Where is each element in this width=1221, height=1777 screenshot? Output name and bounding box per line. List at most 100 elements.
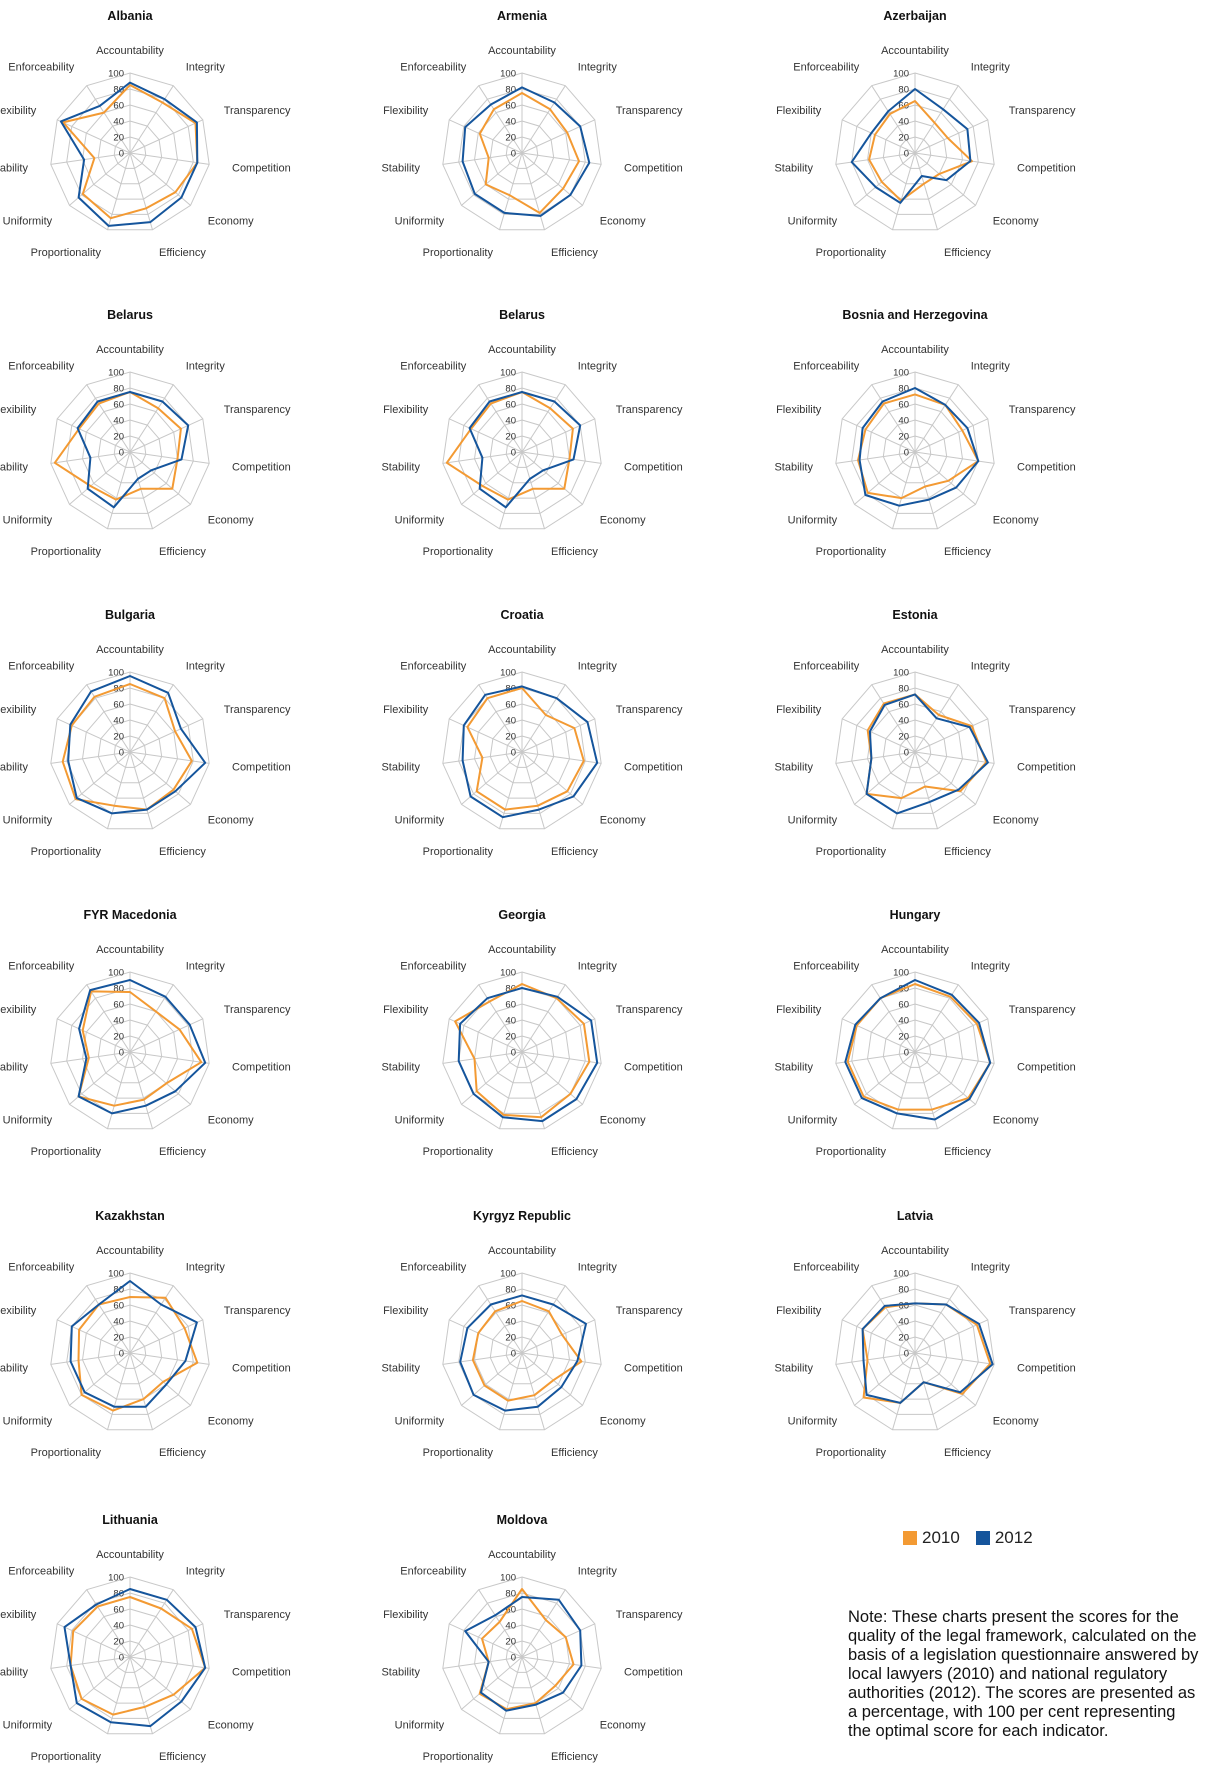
chart-title: Latvia: [897, 1209, 934, 1223]
grid-ring: [835, 371, 995, 530]
axis-label: Enforceability: [8, 61, 75, 73]
grid-spoke: [129, 451, 153, 529]
grid-spoke: [129, 384, 174, 453]
grid-spoke: [521, 418, 596, 453]
legend-item-2012: 2012: [975, 1528, 1033, 1548]
axis-label: Competition: [624, 462, 683, 474]
grid-spoke: [841, 1319, 916, 1354]
grid-ring: [81, 1608, 179, 1704]
series-line-2012: [850, 88, 972, 204]
grid-spoke: [521, 451, 545, 529]
grid-ring: [835, 971, 995, 1130]
grid-spoke: [914, 418, 989, 453]
grid-ring: [505, 1640, 539, 1673]
axis-label: Flexibility: [776, 704, 822, 716]
r-tick-label: 60: [113, 1605, 124, 1616]
series-line-2012: [59, 81, 199, 227]
r-tick-label: 100: [108, 69, 124, 80]
grid-spoke: [499, 152, 523, 230]
axis-label: Integrity: [186, 660, 226, 672]
r-tick-label: 20: [505, 432, 516, 443]
grid-spoke: [69, 751, 131, 805]
axis-label: Flexibility: [383, 105, 429, 117]
r-tick-label: 100: [500, 1573, 516, 1584]
axis-label: Transparency: [1009, 1004, 1076, 1016]
axis-label: Uniformity: [3, 1720, 53, 1732]
axis-label: Integrity: [186, 1261, 226, 1273]
grid-spoke: [521, 1352, 545, 1430]
grid-spoke: [841, 1018, 916, 1053]
chart-title: Croatia: [500, 608, 544, 622]
grid-spoke: [129, 152, 191, 206]
radar-chart: Belarus 100 80 60 40 20 0 Accountability Integri…: [0, 308, 291, 558]
r-tick-label: 20: [113, 432, 124, 443]
axis-label: Efficiency: [551, 247, 598, 259]
r-tick-label: 100: [108, 668, 124, 679]
r-tick-label: 0: [119, 448, 124, 459]
chart-title: Azerbaijan: [883, 9, 946, 23]
grid-spoke: [448, 119, 523, 154]
grid-spoke: [129, 152, 210, 165]
r-tick-label: 80: [898, 85, 909, 96]
axis-label: Stability: [381, 1062, 420, 1074]
grid-spoke: [521, 152, 545, 230]
grid-ring: [489, 1320, 555, 1385]
axis-label: Integrity: [186, 960, 226, 972]
r-tick-label: 20: [505, 732, 516, 743]
grid-spoke: [129, 85, 174, 154]
axis-label: Efficiency: [159, 247, 206, 259]
axis-label: Transparency: [1009, 404, 1076, 416]
grid-spoke: [914, 119, 989, 154]
r-tick-label: 100: [893, 1269, 909, 1280]
grid-spoke: [914, 1352, 938, 1430]
grid-ring: [113, 1336, 147, 1369]
r-tick-label: 40: [898, 416, 909, 427]
grid-spoke: [86, 1589, 131, 1658]
r-tick-label: 40: [113, 416, 124, 427]
axis-label: Uniformity: [788, 1115, 838, 1127]
grid-ring: [898, 1035, 932, 1068]
r-tick-label: 100: [108, 968, 124, 979]
r-tick-label: 100: [500, 668, 516, 679]
axis-label: Proportionality: [816, 1447, 887, 1459]
axis-label: Accountability: [96, 1549, 164, 1561]
grid-spoke: [521, 1051, 545, 1129]
grid-spoke: [461, 1352, 523, 1406]
grid-spoke: [914, 751, 976, 805]
radar-chart: Kyrgyz Republic100806040200Accountabilit…: [381, 1209, 683, 1459]
axis-label: Economy: [993, 1416, 1039, 1428]
axis-label: Competition: [232, 1363, 291, 1375]
axis-label: Efficiency: [159, 1751, 206, 1763]
axis-label: Efficiency: [159, 1447, 206, 1459]
axis-label: Enforceability: [793, 360, 860, 372]
series-line-2012: [63, 1588, 207, 1728]
r-tick-label: 60: [898, 400, 909, 411]
r-tick-label: 40: [505, 416, 516, 427]
grid-spoke: [478, 684, 523, 753]
grid-spoke: [914, 1051, 938, 1129]
axis-label: Transparency: [616, 704, 683, 716]
axis-label: Transparency: [616, 404, 683, 416]
axis-label: Flexibility: [383, 404, 429, 416]
grid-spoke: [841, 418, 916, 453]
axis-label: Proportionality: [816, 1146, 887, 1158]
axis-label: Proportionality: [816, 546, 887, 558]
r-tick-label: 40: [113, 1016, 124, 1027]
grid-spoke: [50, 1352, 131, 1365]
grid-spoke: [521, 1285, 566, 1354]
series-line-2010: [53, 391, 182, 501]
axis-label: Competition: [232, 163, 291, 175]
grid-spoke: [107, 1051, 131, 1129]
axis-label: Economy: [208, 1720, 254, 1732]
grid-spoke: [835, 1051, 916, 1064]
chart-title: Belarus: [499, 308, 545, 322]
r-tick-label: 20: [113, 1032, 124, 1043]
r-tick-label: 20: [898, 1032, 909, 1043]
grid-ring: [505, 1035, 539, 1068]
axis-label: Proportionality: [423, 846, 494, 858]
grid-spoke: [107, 1352, 131, 1430]
axis-label: Transparency: [1009, 704, 1076, 716]
grid-ring: [50, 371, 210, 530]
grid-spoke: [50, 751, 131, 764]
grid-ring: [113, 735, 147, 768]
